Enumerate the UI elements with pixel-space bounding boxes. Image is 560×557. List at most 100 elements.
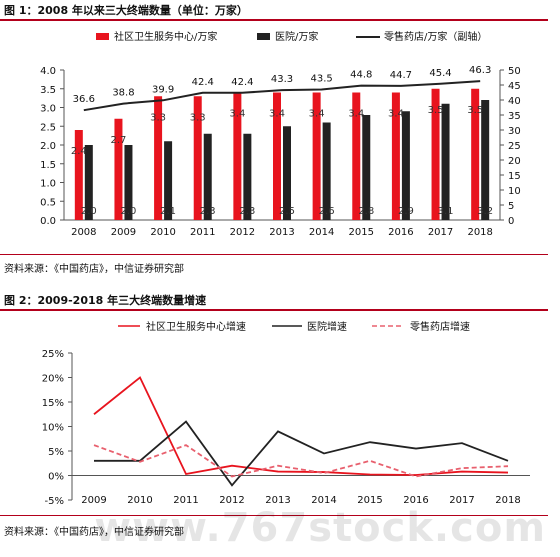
y-tick-label: 20% — [42, 374, 64, 385]
figure2-top-rule — [0, 309, 548, 311]
data-label-hospital: 2.9 — [398, 206, 414, 217]
bar-hospital — [283, 126, 291, 220]
x-tick-label: 2018 — [495, 495, 520, 506]
data-label-hospital: 2.8 — [358, 206, 374, 217]
data-label-pharmacy: 36.6 — [73, 94, 95, 105]
figure1-top-rule — [0, 19, 548, 21]
x-tick-label: 2018 — [467, 227, 492, 238]
bar-hospital — [401, 111, 410, 220]
x-tick-label: 2011 — [173, 495, 198, 506]
data-label-pharmacy: 44.7 — [390, 70, 412, 81]
y-tick-label: 25% — [42, 349, 64, 360]
x-tick-label: 2014 — [309, 227, 334, 238]
x-tick-label: 2017 — [449, 495, 474, 506]
x-tick-label: 2014 — [311, 495, 336, 506]
data-label-hospital: 2.6 — [319, 206, 335, 217]
data-label-community: 3.4 — [229, 109, 245, 120]
data-label-pharmacy: 45.4 — [429, 68, 451, 79]
y-tick-label: -5% — [45, 496, 64, 507]
figure1-title: 图 1：2008 年以来三大终端数量（单位：万家） — [4, 4, 248, 17]
data-label-pharmacy: 42.4 — [192, 77, 214, 88]
data-label-hospital: 3.2 — [477, 206, 493, 217]
x-tick-label: 2017 — [428, 227, 453, 238]
x-tick-label: 2010 — [127, 495, 152, 506]
bar-community — [352, 92, 361, 220]
line-pharmacy-growth — [93, 444, 509, 478]
x-tick-label: 2015 — [349, 227, 374, 238]
legend-label-pharmacy-growth: 零售药店增速 — [410, 320, 470, 333]
line-community-growth — [93, 376, 509, 476]
line-pharmacy — [83, 80, 481, 112]
right-tick-label: 25 — [508, 141, 521, 152]
data-label-hospital: 2.0 — [121, 206, 137, 217]
chart1: 社区卫生服务中心/万家 医院/万家 零售药店/万家（副轴） 0.0 0.5 1.0 1.5 2… — [40, 30, 521, 238]
bar-hospital — [203, 133, 212, 220]
bar-hospital — [124, 145, 133, 220]
data-label-community: 3.5 — [428, 105, 444, 116]
x-tick-label: 2013 — [265, 495, 290, 506]
bar-hospital — [84, 145, 93, 220]
figure2-bottom-rule — [0, 515, 548, 516]
figure1-source: 资料来源：《中国药店》，中信证券研究部 — [4, 264, 184, 275]
figure1-bottom-rule — [0, 254, 548, 255]
x-tick-label: 2009 — [111, 227, 136, 238]
data-label-pharmacy: 43.3 — [271, 74, 293, 85]
data-label-pharmacy: 38.8 — [112, 88, 134, 99]
y-tick-label: 5% — [48, 447, 64, 458]
legend-label-pharmacy: 零售药店/万家（副轴） — [384, 30, 487, 43]
data-label-community: 3.3 — [150, 112, 166, 123]
left-tick-label: 3.5 — [40, 85, 56, 96]
data-label-community: 3.4 — [388, 109, 404, 120]
right-tick-label: 20 — [508, 156, 521, 167]
data-label-hospital: 2.3 — [200, 206, 216, 217]
x-tick-label: 2008 — [71, 227, 96, 238]
legend-label-hospital-growth: 医院增速 — [307, 320, 347, 333]
legend-label-community: 社区卫生服务中心/万家 — [114, 30, 217, 43]
data-label-community: 3.5 — [467, 105, 483, 116]
right-tick-label: 10 — [508, 186, 521, 197]
right-tick-label: 15 — [508, 171, 521, 182]
data-label-hospital: 2.1 — [160, 206, 176, 217]
x-tick-label: 2010 — [150, 227, 175, 238]
x-tick-label: 2016 — [403, 495, 428, 506]
y-tick-label: 15% — [42, 398, 64, 409]
data-label-community: 2.7 — [111, 135, 127, 146]
line-hospital-growth — [94, 420, 509, 487]
legend-swatch-community — [96, 33, 109, 40]
right-tick-label: 45 — [508, 81, 521, 92]
bar-hospital — [362, 115, 371, 220]
right-tick-label: 35 — [508, 111, 521, 122]
bar-hospital — [481, 100, 490, 220]
x-tick-label: 2011 — [190, 227, 215, 238]
data-label-hospital: 2.5 — [279, 206, 295, 217]
data-label-pharmacy: 46.3 — [469, 65, 491, 76]
data-label-hospital: 2.0 — [81, 206, 97, 217]
left-tick-label: 1.0 — [40, 179, 56, 190]
bar-community — [471, 88, 480, 220]
y-tick-label: 10% — [42, 423, 64, 434]
bar-community — [273, 92, 281, 220]
data-label-pharmacy: 44.8 — [350, 70, 372, 81]
bar-community — [431, 88, 440, 220]
x-tick-label: 2015 — [357, 495, 382, 506]
bar-community — [74, 130, 83, 220]
data-label-community: 3.4 — [309, 109, 325, 120]
right-tick-label: 5 — [508, 201, 514, 212]
data-label-community: 3.3 — [190, 112, 206, 123]
left-tick-label: 2.0 — [40, 141, 56, 152]
left-tick-label: 0.0 — [40, 216, 56, 227]
legend-label-community-growth: 社区卫生服务中心增速 — [146, 320, 246, 333]
x-tick-label: 2012 — [219, 495, 244, 506]
legend-label-hospital: 医院/万家 — [275, 30, 318, 43]
bar-community — [391, 92, 400, 220]
data-label-pharmacy: 42.4 — [231, 77, 253, 88]
x-tick-label: 2013 — [269, 227, 294, 238]
bar-hospital — [164, 141, 173, 220]
bar-hospital — [243, 133, 252, 220]
data-label-community: 3.4 — [269, 109, 285, 120]
bar-community — [233, 92, 242, 220]
left-tick-label: 1.5 — [40, 160, 56, 171]
watermark: www.767stock.com — [94, 505, 546, 551]
right-tick-label: 0 — [508, 216, 514, 227]
data-label-pharmacy: 43.5 — [311, 74, 333, 85]
